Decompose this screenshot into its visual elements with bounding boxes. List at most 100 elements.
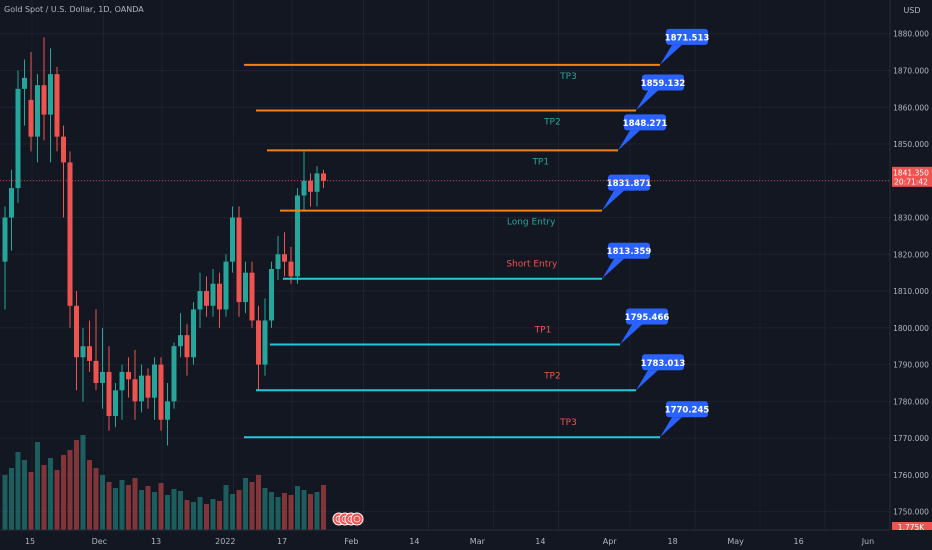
candle-body bbox=[288, 261, 294, 277]
current-price-badge bbox=[892, 166, 932, 187]
volume-bar bbox=[74, 440, 79, 530]
candle-body bbox=[93, 360, 99, 383]
volume-bar bbox=[191, 502, 196, 530]
candle-body bbox=[132, 379, 138, 402]
y-tick-label: 1780.000 bbox=[893, 397, 929, 406]
volume-bar bbox=[35, 442, 40, 530]
volume-bar bbox=[269, 492, 274, 530]
candle-body bbox=[197, 291, 203, 310]
x-tick-label: 14 bbox=[535, 537, 545, 546]
volume-bar bbox=[80, 435, 86, 530]
candle-body bbox=[217, 283, 222, 310]
volume-bar bbox=[100, 475, 105, 530]
price-badge-pointer bbox=[660, 417, 682, 438]
x-tick-label: 16 bbox=[794, 537, 804, 546]
bottom-price-badge bbox=[892, 522, 932, 532]
candle-body bbox=[113, 390, 118, 417]
x-tick-label: May bbox=[727, 537, 744, 546]
time-axis[interactable]: 15 Dec 13 2022 17 Feb 14 Mar 14 Apr 18 May 16 Jun bbox=[0, 529, 932, 550]
volume-bar bbox=[41, 465, 47, 530]
volume-bar bbox=[54, 470, 60, 530]
volume-bar bbox=[288, 495, 294, 530]
candle-body bbox=[28, 99, 34, 137]
bottom-price-text: 1.775K bbox=[898, 523, 925, 532]
x-tick-label: 17 bbox=[277, 537, 287, 546]
volume-bar bbox=[236, 490, 242, 530]
x-tick-label: Dec bbox=[92, 537, 107, 546]
level-label: TP1 bbox=[531, 157, 549, 167]
price-badge[interactable] bbox=[666, 28, 708, 45]
candle-body bbox=[236, 217, 242, 303]
volume-bars bbox=[2, 435, 326, 530]
y-tick-label: 1830.000 bbox=[893, 214, 929, 223]
price-badge[interactable] bbox=[642, 74, 684, 91]
volume-bar bbox=[67, 450, 73, 530]
level-label: Short Entry bbox=[506, 260, 558, 270]
price-badge[interactable] bbox=[666, 401, 708, 418]
volume-bar bbox=[139, 490, 144, 530]
y-tick-label: 1770.000 bbox=[893, 434, 929, 443]
x-tick-label: 15 bbox=[25, 537, 35, 546]
price-badge[interactable] bbox=[642, 354, 684, 371]
price-badge-text: 1770.245 bbox=[665, 406, 710, 416]
candle-body bbox=[67, 162, 73, 306]
candle-body bbox=[275, 254, 281, 269]
price-badge[interactable] bbox=[624, 114, 666, 131]
volume-bar bbox=[295, 486, 300, 530]
x-tick-label: 14 bbox=[409, 537, 419, 546]
candle-body bbox=[61, 136, 66, 163]
price-badge-text: 1859.132 bbox=[641, 79, 686, 89]
volume-bar bbox=[165, 495, 170, 530]
time-axis-bg bbox=[0, 530, 932, 550]
volume-bar bbox=[308, 494, 313, 530]
candle-body bbox=[269, 269, 274, 321]
volume-bar bbox=[9, 468, 14, 530]
volume-bar bbox=[87, 460, 92, 530]
candle-body bbox=[191, 309, 196, 358]
volume-bar bbox=[113, 488, 118, 530]
candle-body bbox=[165, 401, 170, 420]
volume-bar bbox=[217, 501, 222, 530]
price-badge-pointer bbox=[602, 258, 624, 279]
volume-bar bbox=[223, 485, 229, 530]
y-tick-label: 1870.000 bbox=[893, 66, 929, 75]
currency-label: USD bbox=[903, 6, 920, 15]
chart-overlays bbox=[0, 180, 890, 526]
volume-bar bbox=[132, 478, 138, 530]
price-badge[interactable] bbox=[608, 174, 650, 191]
y-tick-label: 1800.000 bbox=[893, 324, 929, 333]
volume-bar bbox=[93, 468, 99, 530]
level-label: TP2 bbox=[543, 117, 561, 127]
candle-body bbox=[321, 173, 326, 181]
volume-bar bbox=[61, 455, 66, 530]
volume-bar bbox=[256, 475, 261, 530]
x-tick-label: 2022 bbox=[215, 537, 235, 546]
y-tick-label: 1810.000 bbox=[893, 287, 929, 296]
event-icon[interactable] bbox=[350, 512, 364, 526]
volume-bar bbox=[210, 499, 216, 530]
volume-bar bbox=[48, 458, 53, 530]
candle-body bbox=[210, 283, 216, 306]
price-axis[interactable]: USD 1750.000 1760.000 1770.000 1780.000 1790.… bbox=[889, 0, 932, 550]
price-axis-bg bbox=[890, 0, 932, 550]
grid-lines bbox=[0, 0, 897, 530]
candle-body bbox=[262, 320, 268, 365]
y-tick-label: 1820.000 bbox=[893, 250, 929, 259]
price-badge[interactable] bbox=[626, 308, 668, 325]
candle-body bbox=[184, 335, 190, 358]
event-icon-ring bbox=[353, 515, 361, 523]
y-tick-label: 1790.000 bbox=[893, 361, 929, 370]
volume-bar bbox=[262, 488, 268, 530]
volume-bar bbox=[301, 490, 307, 530]
price-badge[interactable] bbox=[608, 242, 650, 259]
candle-body bbox=[178, 335, 183, 347]
x-tick-label: Mar bbox=[470, 537, 486, 546]
volume-bar bbox=[249, 482, 255, 530]
symbol-title[interactable]: Gold Spot / U.S. Dollar, 1D, OANDA bbox=[4, 5, 144, 14]
candle-body bbox=[80, 346, 86, 358]
candle-body bbox=[106, 371, 112, 417]
volume-bar bbox=[204, 504, 209, 530]
volume-bar bbox=[2, 475, 8, 530]
candle-body bbox=[301, 180, 307, 196]
